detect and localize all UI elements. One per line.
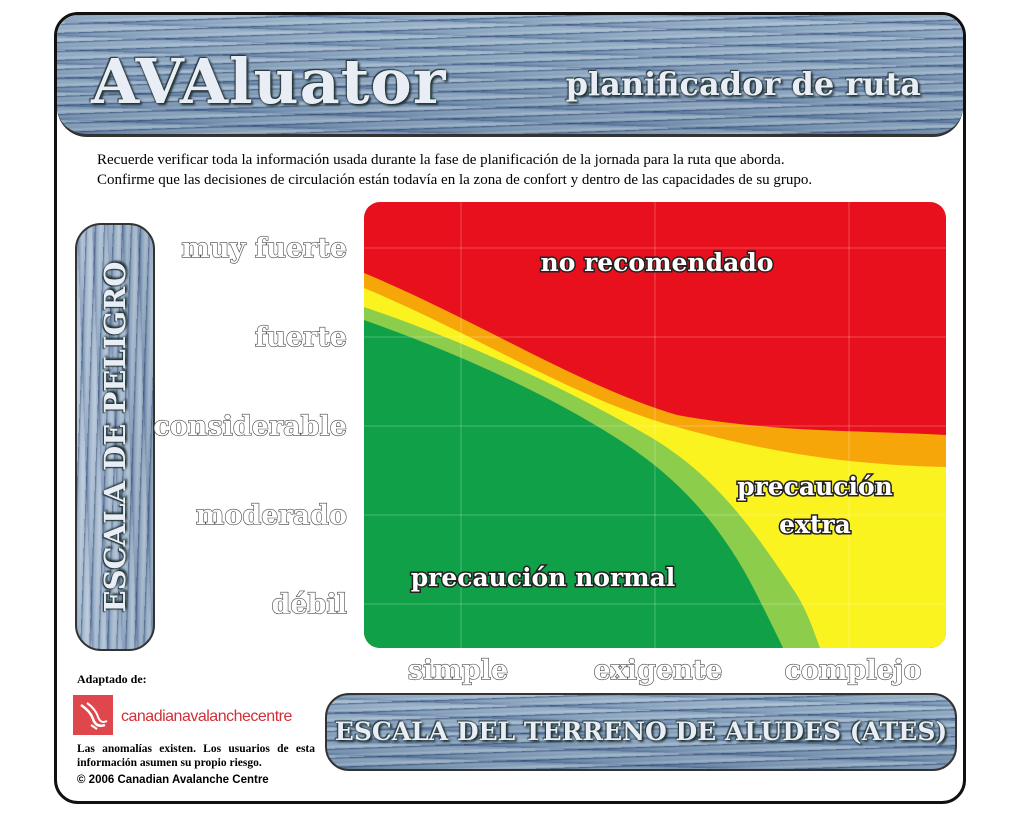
zone-label-extra-caution-2: extra [779,510,851,539]
zone-label-extra-caution-1: precaución [737,472,893,501]
terrain-scale-label: ESCALA DEL TERRENO DE ALUDES (ATES) [334,717,948,746]
terrain-scale-banner: ESCALA DEL TERRENO DE ALUDES (ATES) [325,693,957,771]
intro-line-1: Recuerde verificar toda la información u… [97,152,785,168]
copyright-text: © 2006 Canadian Avalanche Centre [77,774,269,786]
zone-label-normal-caution: precaución normal [411,563,676,592]
danger-level-label: muy fuerte [181,233,347,264]
disclaimer-text: Las anomalías existen. Los usuarios de e… [77,743,315,769]
terrain-class-label: simple [408,655,508,686]
cac-logo-block: canadianavalanchecentre [73,695,292,739]
adapted-from-label: Adaptado de: [77,672,147,686]
zone-green [364,320,783,648]
danger-level-label: moderado [196,500,347,531]
chart-grid [364,202,946,648]
terrain-class-label: exigente [594,655,723,686]
terrain-class-label: complejo [784,655,921,686]
risk-chart: muy fuerte fuerte considerable moderado … [153,202,946,687]
zone-label-not-recommended: no recomendado [541,248,774,277]
app-subtitle: planificador de ruta [565,65,921,103]
intro-text: Recuerde verificar toda la información u… [97,150,927,190]
intro-line-2: Confirme que las decisiones de circulaci… [97,172,813,188]
app-title: AVAluator [91,45,447,118]
header-banner: AVAluator planificador de ruta [57,15,963,137]
danger-level-label: fuerte [255,322,347,353]
avaluator-card: AVAluator planificador de ruta Recuerde … [54,12,966,804]
cac-logo-icon [73,695,113,735]
cac-name: canadianavalanchecentre [121,708,292,725]
danger-level-label: considerable [153,411,347,442]
danger-level-label: débil [272,589,347,620]
danger-scale-pill: ESCALA DE PELIGRO [75,223,155,651]
chart-zones [364,202,946,648]
